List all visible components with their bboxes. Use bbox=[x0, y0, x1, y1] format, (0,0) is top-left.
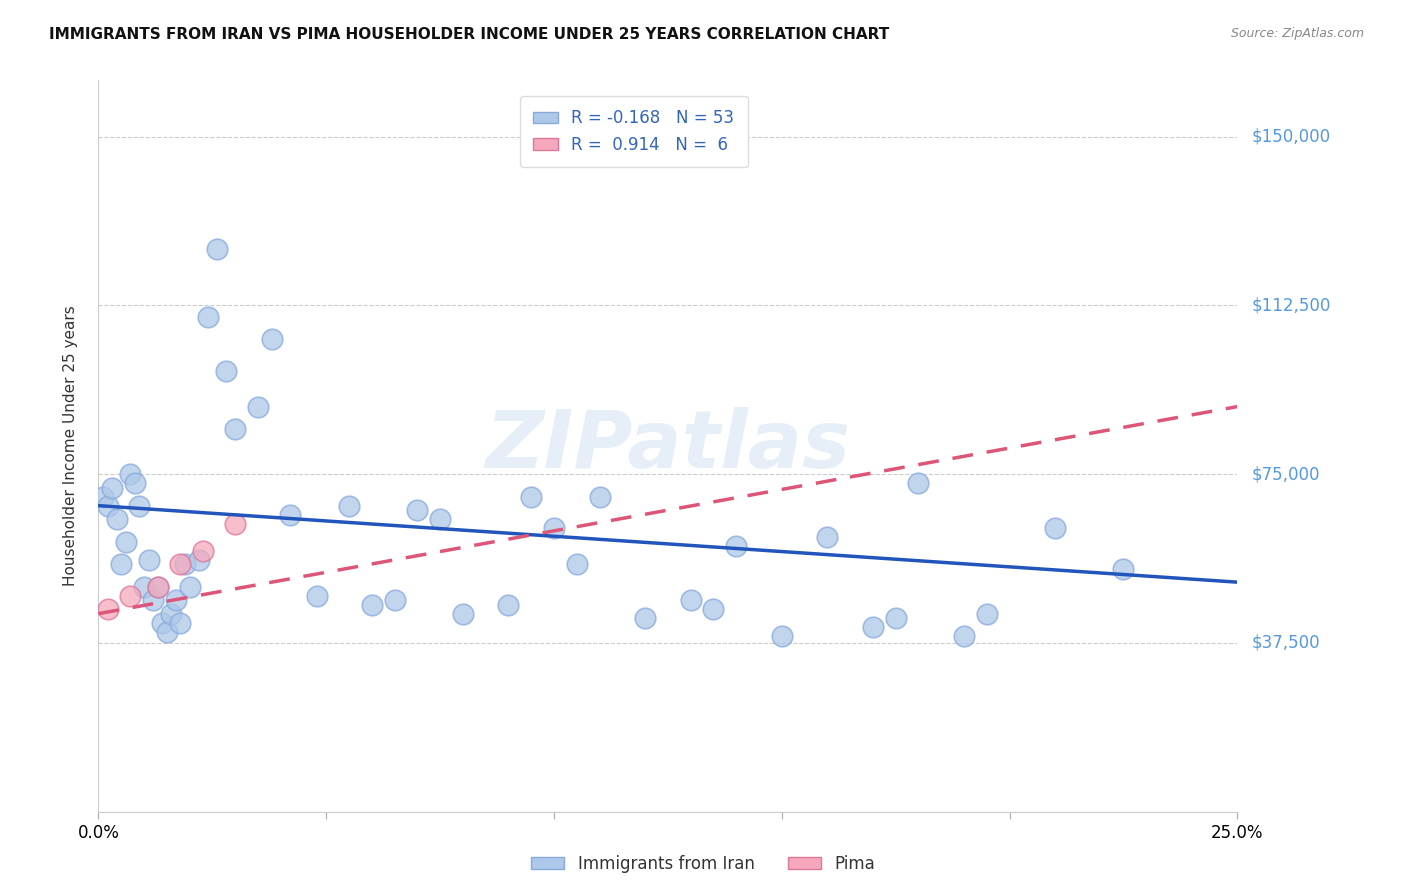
Point bbox=[150, 615, 173, 630]
Point bbox=[114, 534, 136, 549]
Point bbox=[543, 521, 565, 535]
Point bbox=[156, 624, 179, 639]
Legend: Immigrants from Iran, Pima: Immigrants from Iran, Pima bbox=[524, 848, 882, 880]
Point bbox=[110, 557, 132, 571]
Text: Source: ZipAtlas.com: Source: ZipAtlas.com bbox=[1230, 27, 1364, 40]
Point bbox=[565, 557, 588, 571]
Point bbox=[138, 552, 160, 566]
Point bbox=[384, 593, 406, 607]
Point bbox=[142, 593, 165, 607]
Point bbox=[429, 512, 451, 526]
Point bbox=[725, 539, 748, 553]
Text: ZIPatlas: ZIPatlas bbox=[485, 407, 851, 485]
Point bbox=[197, 310, 219, 324]
Point bbox=[260, 332, 283, 346]
Point bbox=[360, 598, 382, 612]
Y-axis label: Householder Income Under 25 years: Householder Income Under 25 years bbox=[63, 306, 77, 586]
Text: IMMIGRANTS FROM IRAN VS PIMA HOUSEHOLDER INCOME UNDER 25 YEARS CORRELATION CHART: IMMIGRANTS FROM IRAN VS PIMA HOUSEHOLDER… bbox=[49, 27, 890, 42]
Point bbox=[588, 490, 610, 504]
Point bbox=[1043, 521, 1066, 535]
Point bbox=[770, 629, 793, 643]
Point bbox=[174, 557, 197, 571]
Point bbox=[498, 598, 520, 612]
Point bbox=[160, 607, 183, 621]
Point bbox=[91, 490, 114, 504]
Text: $37,500: $37,500 bbox=[1251, 634, 1320, 652]
Point bbox=[96, 602, 118, 616]
Point bbox=[337, 499, 360, 513]
Point bbox=[128, 499, 150, 513]
Point bbox=[884, 611, 907, 625]
Point bbox=[307, 589, 329, 603]
Point bbox=[187, 552, 209, 566]
Point bbox=[132, 580, 155, 594]
Point bbox=[406, 503, 429, 517]
Point bbox=[193, 543, 215, 558]
Point bbox=[224, 422, 246, 436]
Point bbox=[679, 593, 702, 607]
Point bbox=[120, 467, 142, 482]
Point bbox=[124, 476, 146, 491]
Point bbox=[634, 611, 657, 625]
Point bbox=[976, 607, 998, 621]
Point bbox=[169, 615, 191, 630]
Point bbox=[815, 530, 838, 544]
Point bbox=[1112, 562, 1135, 576]
Point bbox=[862, 620, 884, 634]
Point bbox=[278, 508, 301, 522]
Point bbox=[101, 481, 124, 495]
Point bbox=[224, 516, 246, 531]
Legend: R = -0.168   N = 53, R =  0.914   N =  6: R = -0.168 N = 53, R = 0.914 N = 6 bbox=[520, 96, 748, 167]
Point bbox=[105, 512, 128, 526]
Point bbox=[146, 580, 169, 594]
Point bbox=[215, 363, 238, 377]
Point bbox=[96, 499, 118, 513]
Point bbox=[120, 589, 142, 603]
Point bbox=[520, 490, 543, 504]
Point bbox=[179, 580, 201, 594]
Point bbox=[165, 593, 187, 607]
Point bbox=[907, 476, 929, 491]
Point bbox=[953, 629, 976, 643]
Point bbox=[146, 580, 169, 594]
Text: $75,000: $75,000 bbox=[1251, 465, 1320, 483]
Point bbox=[246, 400, 269, 414]
Text: $112,500: $112,500 bbox=[1251, 296, 1330, 314]
Point bbox=[205, 242, 228, 256]
Point bbox=[451, 607, 474, 621]
Point bbox=[702, 602, 724, 616]
Text: $150,000: $150,000 bbox=[1251, 128, 1330, 145]
Point bbox=[169, 557, 191, 571]
